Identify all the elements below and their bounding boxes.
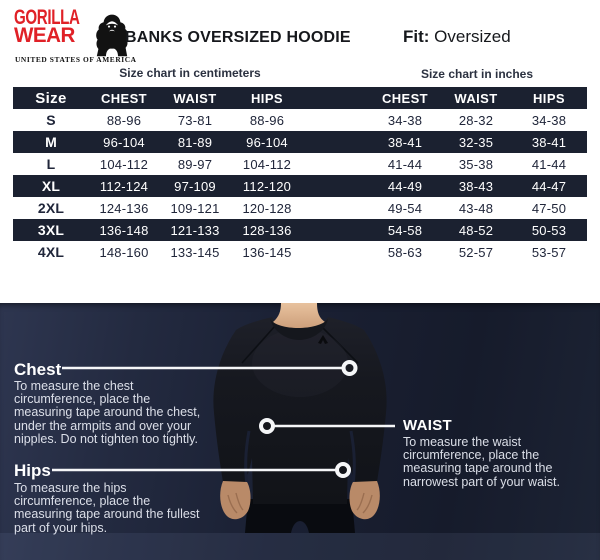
cell-waist-in: 43-48 (458, 200, 494, 216)
size-cell: 4XL (37, 244, 65, 260)
waist-marker-icon (259, 418, 275, 434)
size-cell: L (46, 156, 56, 172)
cell-hips-in: 44-47 (531, 178, 567, 194)
collar-shape (270, 319, 328, 340)
cell-chest-in: 58-63 (387, 244, 423, 260)
in-section-title: Size chart in inches (420, 67, 534, 81)
cell-chest-cm: 124-136 (99, 200, 149, 216)
cell-hips-cm: 96-104 (246, 134, 288, 150)
size-cell: S (46, 112, 56, 128)
cell-chest-cm: 88-96 (106, 112, 142, 128)
cell-hips-cm: 136-145 (242, 244, 292, 260)
cell-chest-in: 38-41 (387, 134, 423, 150)
column-header-chest-cm: CHEST (100, 90, 148, 106)
brand-name-line1: GORILLA (14, 6, 80, 29)
cell-chest-cm: 148-160 (99, 244, 149, 260)
cell-waist-in: 48-52 (458, 222, 494, 238)
cell-hips-in: 41-44 (531, 156, 567, 172)
column-header-hips-in: HIPS (533, 90, 565, 106)
cell-chest-cm: 104-112 (99, 156, 149, 172)
cell-waist-cm: 133-145 (170, 244, 220, 260)
cell-chest-in: 54-58 (387, 222, 423, 238)
table-row-xl: XL 112-124 97-109 112-120 44-49 38-43 44… (13, 175, 587, 197)
cell-waist-cm: 73-81 (177, 112, 213, 128)
cell-waist-cm: 109-121 (170, 200, 220, 216)
fit-info: Fit: Oversized (403, 27, 511, 47)
hips-guide-text: To measure the hips circumference, place… (14, 481, 200, 535)
measurement-lines (52, 360, 395, 478)
size-cell: M (45, 134, 57, 150)
column-header-size: Size (35, 89, 67, 107)
cell-hips-in: 53-57 (531, 244, 567, 260)
size-cell: 2XL (37, 200, 65, 216)
column-header-waist-cm: WAIST (173, 90, 217, 106)
cell-chest-in: 44-49 (387, 178, 423, 194)
fit-value: Oversized (434, 27, 511, 46)
cell-hips-cm: 120-128 (242, 200, 292, 216)
chest-guide-text: To measure the chest circumference, plac… (14, 379, 201, 446)
cell-chest-cm: 112-124 (99, 178, 149, 194)
pants-shape (245, 499, 355, 533)
cell-hips-in: 34-38 (531, 112, 567, 128)
size-table: Size CHEST WAIST HIPS CHEST WAIST HIPS S… (13, 87, 587, 263)
cell-waist-cm: 97-109 (174, 178, 216, 194)
chest-marker-icon (341, 360, 358, 376)
size-cell: 3XL (37, 222, 65, 238)
cell-chest-cm: 96-104 (103, 134, 145, 150)
cell-waist-in: 28-32 (458, 112, 494, 128)
cell-waist-cm: 81-89 (177, 134, 213, 150)
hips-guide-title: Hips (14, 461, 51, 480)
table-row-s: S 88-96 73-81 88-96 34-38 28-32 34-38 (13, 109, 587, 131)
cm-section-title: Size chart in centimeters (119, 66, 261, 80)
cell-waist-cm: 89-97 (177, 156, 213, 172)
cell-chest-in: 49-54 (387, 200, 423, 216)
cell-waist-in: 32-35 (458, 134, 494, 150)
table-row-4xl: 4XL 148-160 133-145 136-145 58-63 52-57 … (13, 241, 587, 263)
cell-hips-in: 47-50 (531, 200, 567, 216)
cell-hips-cm: 128-136 (242, 222, 292, 238)
cell-chest-in: 41-44 (387, 156, 423, 172)
cell-chest-cm: 136-148 (99, 222, 149, 238)
brand-tagline: UNITED STATES OF AMERICA (15, 56, 137, 65)
chest-guide-title: Chest (14, 360, 62, 379)
product-title: BANKS OVERSIZED HOODIE (125, 29, 351, 46)
table-row-m: M 96-104 81-89 96-104 38-41 32-35 38-41 (13, 131, 587, 153)
cell-waist-in: 35-38 (458, 156, 494, 172)
gorilla-icon (96, 14, 128, 57)
column-header-waist-in: WAIST (454, 90, 498, 106)
cell-hips-cm: 104-112 (242, 156, 292, 172)
neck-shape (273, 303, 325, 332)
cell-waist-cm: 121-133 (170, 222, 220, 238)
cell-waist-in: 38-43 (458, 178, 494, 194)
measure-guide-panel: Chest To measure the chest circumference… (0, 303, 600, 560)
table-header-row: Size CHEST WAIST HIPS CHEST WAIST HIPS (13, 87, 587, 109)
cell-chest-in: 34-38 (387, 112, 423, 128)
cell-hips-in: 38-41 (531, 134, 567, 150)
table-row-2xl: 2XL 124-136 109-121 120-128 49-54 43-48 … (13, 197, 587, 219)
table-row-l: L 104-112 89-97 104-112 41-44 35-38 41-4… (13, 153, 587, 175)
cell-hips-cm: 88-96 (249, 112, 285, 128)
shirt-logo-mark (318, 335, 328, 344)
column-header-chest-in: CHEST (381, 90, 429, 106)
column-header-hips-cm: HIPS (251, 90, 283, 106)
hips-marker-icon (335, 462, 351, 478)
cell-waist-in: 52-57 (458, 244, 494, 260)
fit-label: Fit: (403, 27, 430, 46)
waist-guide-text: To measure the waist circumference, plac… (403, 435, 561, 489)
cell-hips-cm: 112-120 (242, 178, 292, 194)
table-row-3xl: 3XL 136-148 121-133 128-136 54-58 48-52 … (13, 219, 587, 241)
waist-guide-title: WAIST (403, 417, 452, 434)
cell-hips-in: 50-53 (531, 222, 567, 238)
size-cell: XL (41, 178, 61, 194)
gorilla-wear-logo: GORILLA WEAR UNITED STATES OF AMERICA (14, 6, 137, 67)
brand-name-line2: WEAR (14, 24, 75, 48)
